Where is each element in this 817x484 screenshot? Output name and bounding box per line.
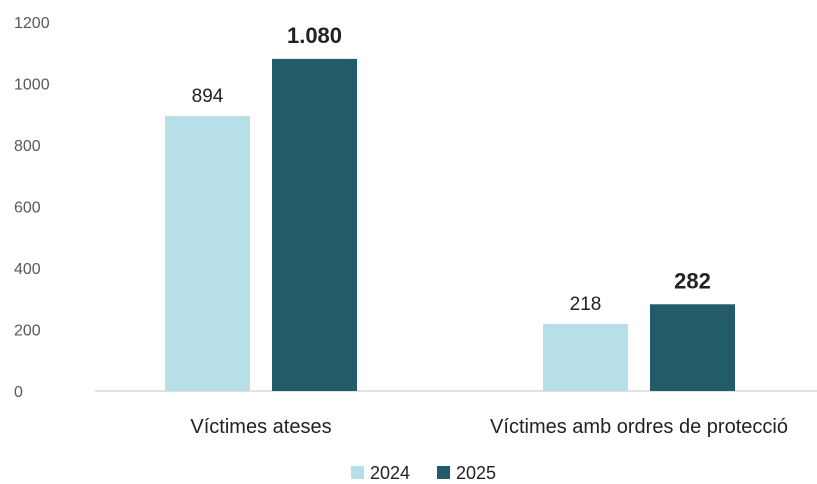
y-tick-label: 1000	[14, 77, 50, 94]
y-tick-label: 400	[14, 261, 41, 278]
y-tick-label: 200	[14, 323, 41, 340]
y-tick-label: 800	[14, 138, 41, 155]
data-label-2025-0: 1.080	[287, 23, 342, 48]
bars	[165, 58, 735, 392]
legend-swatch-2025	[437, 466, 450, 479]
legend-swatch-2024	[351, 466, 364, 479]
y-axis: 0 200 400 600 800 1000 1200	[14, 15, 50, 401]
legend: 2024 2025	[351, 463, 496, 483]
bar-2025-0	[272, 58, 357, 392]
y-tick-label: 600	[14, 200, 41, 217]
bar-2025-1	[650, 304, 735, 391]
legend-label-2025: 2025	[456, 463, 496, 483]
category-labels: Víctimes ateses Víctimes amb ordres de pr…	[190, 416, 788, 438]
category-label-1: Víctimes amb ordres de protecció	[490, 416, 788, 438]
data-label-2025-1: 282	[674, 268, 711, 293]
bar-2024-0	[165, 116, 250, 391]
bar-2024-1	[543, 323, 628, 391]
y-tick-label: 1200	[14, 15, 50, 32]
data-label-2024-1: 218	[570, 294, 602, 315]
legend-label-2024: 2024	[370, 463, 410, 483]
data-label-2024-0: 894	[192, 86, 224, 107]
data-labels: 894 1.080 218 282	[192, 23, 711, 315]
category-label-0: Víctimes ateses	[190, 416, 331, 438]
y-tick-label: 0	[14, 384, 23, 401]
